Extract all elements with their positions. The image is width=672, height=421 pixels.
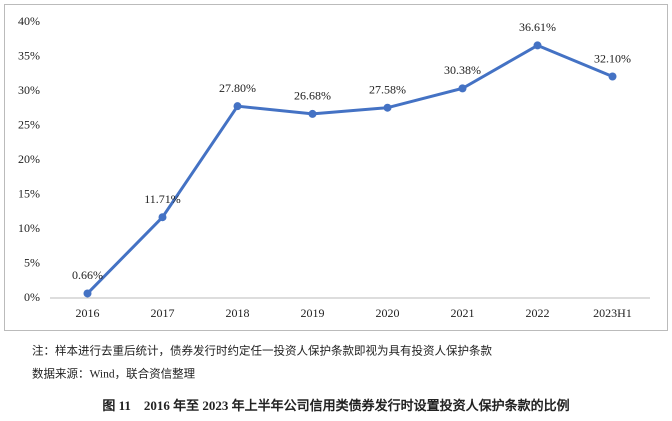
x-tick-label: 2023H1 (593, 306, 632, 320)
y-tick-label: 30% (18, 83, 40, 97)
y-tick-label: 40% (18, 14, 40, 28)
point (383, 103, 392, 112)
y-tick-label: 25% (18, 117, 40, 131)
point (233, 102, 242, 111)
y-tick-label: 15% (18, 186, 40, 200)
x-tick-label: 2019 (301, 306, 325, 320)
value-label: 26.68% (294, 89, 331, 103)
x-tick-label: 2022 (526, 306, 550, 320)
note: 注：样本进行去重后统计，债券发行时约定任一投资人保护条款即视为具有投资人保护条款 (32, 344, 492, 358)
line (86, 43, 614, 295)
value-label: 36.61% (519, 20, 556, 34)
point (458, 84, 467, 93)
point (158, 213, 167, 222)
point (308, 109, 317, 118)
y-tick-label: 20% (18, 152, 40, 166)
value-label: 27.58% (369, 82, 406, 96)
y-tick-label: 10% (18, 221, 40, 235)
x-tick-label: 2016 (76, 306, 100, 320)
x-tick-label: 2017 (151, 306, 175, 320)
point (608, 72, 617, 81)
value-label: 30.38% (444, 63, 481, 77)
chart-frame (4, 4, 668, 331)
note: 数据来源：Wind，联合资信整理 (32, 367, 196, 381)
value-label: 11.71% (144, 192, 181, 206)
value-label: 32.10% (594, 51, 631, 65)
x-tick-label: 2021 (451, 306, 475, 320)
point (83, 289, 92, 298)
x-tick-label: 2018 (226, 306, 250, 320)
y-tick-label: 5% (24, 255, 40, 269)
x-tick-label: 2020 (376, 306, 400, 320)
value-label: 0.66% (72, 268, 103, 282)
y-tick-label: 0% (24, 290, 40, 304)
value-label: 27.80% (219, 81, 256, 95)
caption: 图 11 2016 年至 2023 年上半年公司信用类债券发行时设置投资人保护条… (102, 398, 569, 413)
point (533, 41, 542, 50)
y-tick-label: 35% (18, 48, 40, 62)
